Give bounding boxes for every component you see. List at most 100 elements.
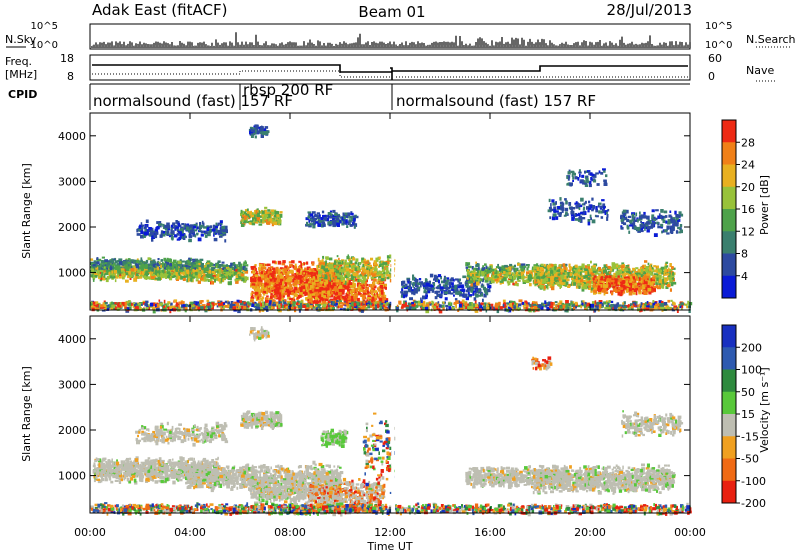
echo-cell <box>198 266 202 271</box>
echo-cell <box>354 267 358 272</box>
echo-cell <box>182 264 187 267</box>
echo-cell <box>324 284 328 288</box>
echo-cell <box>317 300 320 304</box>
echo-cell <box>232 306 236 310</box>
noise-sky-series <box>91 32 691 48</box>
echo-cell <box>307 215 311 219</box>
echo-cell <box>305 297 309 300</box>
echo-cell <box>223 267 226 270</box>
echo-cell <box>116 303 120 306</box>
echo-cell <box>336 283 339 287</box>
echo-cell <box>295 274 298 279</box>
echo-cell <box>175 226 180 229</box>
echo-cell <box>241 275 245 279</box>
echo-cell <box>239 306 242 309</box>
echo-cell <box>261 305 265 308</box>
echo-cell <box>302 291 306 295</box>
echo-cell <box>357 275 361 278</box>
echo-cell <box>330 284 334 288</box>
echo-cell <box>250 285 254 288</box>
echo-cell <box>373 262 377 266</box>
echo-cell <box>143 275 146 280</box>
echo-cell <box>379 301 382 304</box>
echo-cell <box>207 272 211 276</box>
echo-cell <box>205 307 208 312</box>
echo-cell <box>345 266 349 269</box>
freq-line <box>92 64 688 80</box>
echo-cell <box>166 222 170 226</box>
echo-cell <box>99 270 104 273</box>
echo-cell <box>265 212 269 216</box>
freq-tick-8: 8 <box>67 70 74 83</box>
echo-cell <box>254 288 258 292</box>
echo-cell <box>176 262 180 266</box>
echo-cell <box>318 283 322 287</box>
echo-cell <box>101 272 104 276</box>
echo-cell <box>305 283 309 287</box>
echo-cell <box>370 268 373 273</box>
echo-cell <box>324 275 328 280</box>
echo-cell <box>222 267 224 271</box>
echo-cell <box>268 277 272 280</box>
echo-cell <box>267 271 272 274</box>
echo-cell <box>262 216 267 221</box>
echo-cell <box>364 285 367 288</box>
echo-cell <box>255 267 257 271</box>
echo-cell <box>384 286 387 290</box>
echo-cell <box>296 272 299 275</box>
echo-cell <box>288 271 291 274</box>
echo-cell <box>332 276 335 279</box>
echo-cell <box>171 266 174 270</box>
echo-cell <box>209 274 212 278</box>
echo-cell <box>195 271 198 276</box>
echo-cell <box>269 301 272 305</box>
echo-cell <box>354 295 358 298</box>
echo-cell <box>226 267 230 271</box>
echo-cell <box>186 279 189 283</box>
echo-cell <box>165 261 169 264</box>
echo-cell <box>316 212 320 215</box>
echo-cell <box>323 290 326 294</box>
echo-cell <box>207 232 211 237</box>
echo-cell <box>301 275 305 278</box>
echo-cell <box>348 303 351 307</box>
echo-cell <box>283 301 287 305</box>
echo-cell <box>336 255 339 258</box>
echo-cell <box>227 303 230 307</box>
echo-cell <box>140 259 143 263</box>
echo-cell <box>223 271 226 275</box>
echo-cell <box>246 307 250 312</box>
echo-cell <box>335 279 339 283</box>
echo-cell <box>199 224 202 228</box>
echo-cell <box>241 277 245 282</box>
echo-cell <box>345 301 349 305</box>
echo-cell <box>173 275 177 278</box>
echo-cell <box>173 234 178 238</box>
echo-cell <box>352 262 355 265</box>
echo-cell <box>367 273 370 277</box>
echo-cell <box>318 292 323 295</box>
echo-cell <box>307 211 312 214</box>
echo-cell <box>379 271 383 274</box>
echo-cell <box>376 281 379 285</box>
echo-cell <box>162 267 165 271</box>
echo-cell <box>328 281 332 285</box>
echo-cell <box>307 274 311 278</box>
echo-cell <box>294 293 299 297</box>
echo-cell <box>319 281 324 285</box>
echo-cell <box>280 271 283 274</box>
echo-cell <box>266 288 270 292</box>
echo-cell <box>257 296 259 300</box>
echo-cell <box>195 224 198 227</box>
echo-cell <box>318 265 322 268</box>
echo-cell <box>297 289 301 292</box>
echo-cell <box>160 264 162 268</box>
echo-cell <box>366 283 369 286</box>
echo-cell <box>330 276 333 280</box>
echo-cell <box>115 275 119 279</box>
echo-cell <box>330 301 333 305</box>
echo-cell <box>215 263 219 267</box>
echo-cell <box>306 221 309 226</box>
echo-cell <box>238 261 241 265</box>
